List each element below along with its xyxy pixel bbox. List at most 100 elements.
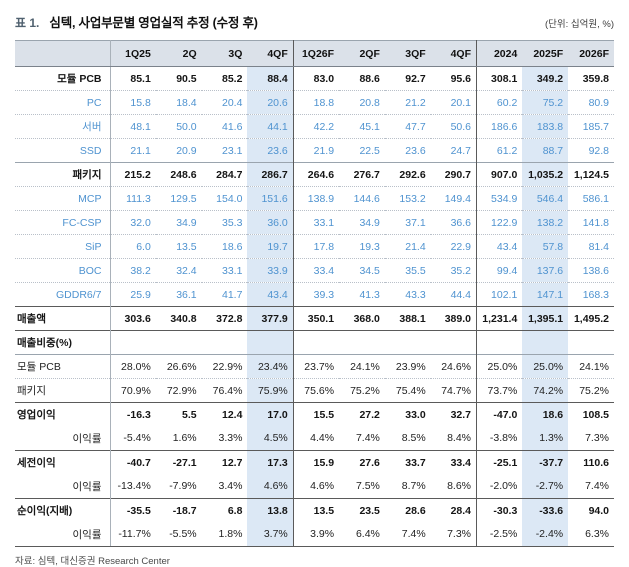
header-row: 1Q25 2Q 3Q 4QF 1Q26F 2QF 3QF 4QF 2024 2025F 2026F xyxy=(15,40,614,67)
cell: 18.8 xyxy=(293,90,340,115)
cell: 37.1 xyxy=(384,210,431,235)
cell: 26.6% xyxy=(155,354,202,379)
cell: 23.7% xyxy=(293,354,340,379)
table-row: 패키지 215.2 248.6 284.7 286.7 264.6 276.7 292.6 29… xyxy=(15,162,614,187)
cell: 28.4 xyxy=(430,498,477,523)
cell: 286.7 xyxy=(247,162,294,187)
cell: -30.3 xyxy=(476,498,523,523)
cell: 43.3 xyxy=(384,282,431,307)
cell: 75.4% xyxy=(384,378,431,403)
cell: 359.8 xyxy=(582,72,609,85)
cell: 4.5% xyxy=(247,426,294,451)
table-row: 모듈 PCB 85.1 90.5 85.2 88.4 83.0 88.6 92.7 95.6 30… xyxy=(15,66,614,91)
row-label: GDDR6/7 xyxy=(15,282,111,307)
row-label: 순이익(지배) xyxy=(15,498,111,523)
column-header: 1Q26F xyxy=(293,40,340,67)
cell: 303.6 xyxy=(110,306,156,331)
column-header: 4QF xyxy=(430,40,477,67)
cell: 3.3% xyxy=(218,432,243,445)
cell: 33.4 xyxy=(430,450,477,475)
cell: 43.4 xyxy=(247,282,294,307)
cell: 151.6 xyxy=(247,186,294,211)
cell: 7.5% xyxy=(355,480,380,493)
cell: 389.0 xyxy=(430,306,477,331)
cell: 57.8 xyxy=(522,234,569,259)
cell: 17.8 xyxy=(293,234,340,259)
row-label: 영업이익 xyxy=(15,402,111,427)
cell xyxy=(155,330,202,355)
cell: 7.4% xyxy=(355,432,380,445)
cell: 32.7 xyxy=(430,402,477,427)
row-label: SiP xyxy=(15,234,111,259)
cell: 137.6 xyxy=(522,258,569,283)
cell xyxy=(384,330,431,355)
cell: 33.1 xyxy=(201,258,248,283)
cell: -2.5% xyxy=(476,522,523,547)
row-label: PC xyxy=(15,90,111,115)
cell: 75.6% xyxy=(293,378,340,403)
cell: 34.9 xyxy=(339,210,385,235)
cell: 110.6 xyxy=(568,450,614,475)
cell: 92.7 xyxy=(405,72,426,85)
cell: 18.4 xyxy=(155,90,202,115)
cell: 20.9 xyxy=(155,138,202,163)
cell: 15.5 xyxy=(293,402,340,427)
table-row: SSD 21.1 20.9 23.1 23.6 21.9 22.5 23.6 24.7 61.2 8… xyxy=(15,138,614,163)
cell: 33.4 xyxy=(293,258,340,283)
cell: 4.6% xyxy=(247,474,294,499)
cell: 586.1 xyxy=(568,186,614,211)
cell: 186.6 xyxy=(476,114,523,139)
cell xyxy=(476,330,523,355)
cell: 85.2 xyxy=(222,72,243,85)
cell: 144.6 xyxy=(339,186,385,211)
cell: -11.7% xyxy=(110,522,156,547)
cell xyxy=(522,330,569,355)
cell: 1,124.5 xyxy=(568,162,614,187)
cell: 75.2% xyxy=(568,378,614,403)
table-row: 영업이익 -16.3 5.5 12.4 17.0 15.5 27.2 33.0 32.7 -47.… xyxy=(15,402,614,427)
table-row: 매출비중(%) xyxy=(15,330,614,355)
cell: 19.7 xyxy=(247,234,294,259)
cell: 85.1 xyxy=(130,72,151,85)
cell: 388.1 xyxy=(384,306,431,331)
cell: 81.4 xyxy=(568,234,614,259)
row-label: FC-CSP xyxy=(15,210,111,235)
cell: 108.5 xyxy=(568,402,614,427)
cell: 18.6 xyxy=(201,234,248,259)
cell: 284.7 xyxy=(201,162,248,187)
cell: 372.8 xyxy=(201,306,248,331)
cell: 6.3% xyxy=(568,522,614,547)
cell: 41.6 xyxy=(201,114,248,139)
cell: 23.6 xyxy=(384,138,431,163)
cell: 4.4% xyxy=(310,432,335,445)
title-bar: 표 1. 심텍, 사업부문별 영업실적 추정 (수정 후) (단위: 십억원, … xyxy=(15,12,614,31)
cell xyxy=(247,330,294,355)
table-row: MCP 111.3 129.5 154.0 151.6 138.9 144.6 153.2 14… xyxy=(15,186,614,211)
cell: 48.1 xyxy=(110,114,156,139)
table-row: 세전이익 -40.7 -27.1 12.7 17.3 15.9 27.6 33.7 33.4 -2… xyxy=(15,450,614,475)
cell: 292.6 xyxy=(384,162,431,187)
row-label: 서버 xyxy=(15,114,111,139)
cell: 6.4% xyxy=(339,522,385,547)
cell: 8.6% xyxy=(430,474,477,499)
cell: 74.7% xyxy=(430,378,477,403)
column-header: 2024 xyxy=(476,40,523,67)
cell: -2.0% xyxy=(489,480,518,493)
cell: 23.9% xyxy=(384,354,431,379)
cell: 350.1 xyxy=(293,306,340,331)
page-title: 심텍, 사업부문별 영업실적 추정 (수정 후) xyxy=(49,16,258,30)
cell: 47.7 xyxy=(384,114,431,139)
cell: -47.0 xyxy=(476,402,523,427)
cell: 32.0 xyxy=(110,210,156,235)
cell: 25.9 xyxy=(110,282,156,307)
cell: 1.6% xyxy=(172,432,197,445)
cell: 546.4 xyxy=(522,186,569,211)
row-label: SSD xyxy=(15,138,111,163)
cell: 21.9 xyxy=(293,138,340,163)
cell: 12.4 xyxy=(201,402,248,427)
cell: 35.3 xyxy=(201,210,248,235)
row-label: 매출액 xyxy=(15,306,111,331)
cell: 39.3 xyxy=(293,282,340,307)
row-label: 모듈 PCB xyxy=(15,354,111,379)
cell: 21.2 xyxy=(384,90,431,115)
